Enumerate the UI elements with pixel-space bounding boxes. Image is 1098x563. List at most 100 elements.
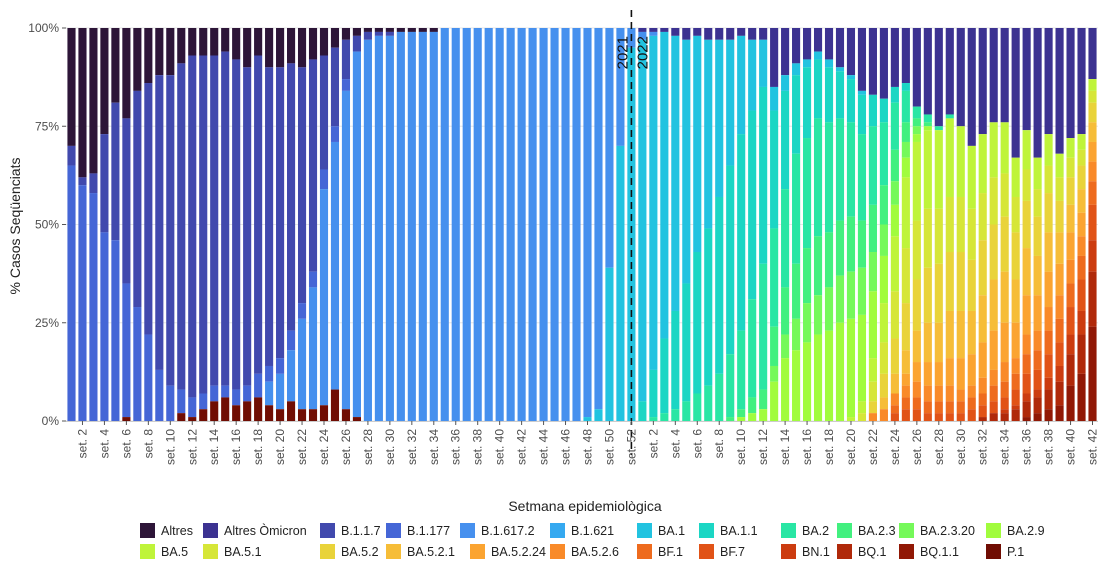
bar-segment [682, 401, 691, 421]
bar-stack [726, 28, 735, 421]
bar-segment [803, 28, 812, 60]
bar-segment [792, 63, 801, 76]
bar-segment [824, 232, 834, 288]
bar-stack [473, 28, 482, 421]
bar-segment [1022, 169, 1031, 201]
bar-segment [715, 28, 724, 40]
bar-segment [144, 83, 153, 335]
bar-segment [770, 86, 779, 111]
bar-stack [748, 28, 757, 421]
bar-segment [956, 126, 965, 197]
legend-swatch [637, 544, 652, 559]
bar-segment [890, 149, 899, 182]
bar-segment [912, 126, 921, 135]
bar-segment [122, 28, 131, 119]
bar-segment [923, 122, 932, 127]
bar-segment [879, 224, 888, 256]
bar-segment [1000, 28, 1009, 123]
bar-stack [1055, 28, 1064, 421]
bar-segment [155, 28, 164, 76]
bar-segment [1000, 216, 1009, 272]
y-tick-label: 0% [42, 414, 60, 428]
bar-segment [824, 287, 834, 331]
bar-stack [846, 28, 856, 421]
bar-segment [912, 381, 921, 398]
bar-segment [693, 28, 702, 36]
bar-segment [188, 28, 197, 56]
bar-segment [78, 177, 87, 186]
bar-segment [770, 228, 779, 327]
bar-segment [890, 28, 899, 87]
bar-segment [879, 373, 888, 398]
bar-segment [144, 334, 153, 421]
bar-segment [792, 318, 801, 351]
bar-stack [989, 28, 998, 421]
bar-stack [407, 28, 416, 422]
bar-segment [934, 28, 943, 127]
x-tick-label: set. 26 [910, 429, 924, 465]
legend-label: P.1 [1007, 545, 1024, 559]
bar-segment [221, 385, 230, 398]
bar-segment [1011, 232, 1020, 280]
bar-stack [824, 28, 834, 421]
bar-segment [221, 397, 230, 421]
bar-segment [308, 287, 318, 410]
bar-stack [550, 28, 559, 421]
bar-segment [704, 228, 713, 386]
bar-stack [111, 28, 120, 421]
bar-segment [803, 342, 812, 421]
legend-label: BA.5.1 [224, 545, 262, 559]
bar-stack [978, 28, 987, 421]
bar-segment [824, 59, 834, 68]
bar-segment [133, 307, 142, 421]
bar-stack [671, 28, 680, 421]
legend-swatch [986, 523, 1001, 538]
bar-segment [759, 28, 768, 40]
bar-segment [100, 134, 109, 233]
bar-segment [1044, 134, 1053, 166]
bar-stack [276, 28, 285, 421]
bar-segment [297, 303, 307, 319]
bar-segment [835, 220, 845, 276]
bar-segment [912, 397, 921, 410]
bar-segment [385, 28, 394, 32]
legend-label: BA.5.2.24 [491, 545, 546, 559]
bar-segment [429, 31, 438, 422]
bar-segment [155, 369, 164, 421]
legend-item: BA.5.2.6 [550, 544, 619, 559]
bar-segment [1044, 409, 1053, 421]
bar-segment [770, 381, 779, 421]
bar-stack [199, 28, 208, 421]
legend-swatch [140, 544, 155, 559]
x-tick-label: set. 48 [581, 429, 595, 465]
bar-stack [122, 28, 131, 421]
x-tick-label: set. 2 [76, 429, 90, 459]
bar-segment [572, 28, 581, 421]
bar-segment [978, 405, 987, 418]
bar-segment [660, 413, 669, 421]
legend-item: Altres [140, 523, 193, 538]
bar-stack [879, 28, 888, 421]
bar-segment [813, 51, 823, 60]
bar-segment [330, 389, 340, 421]
bar-segment [297, 409, 307, 421]
bar-segment [1066, 307, 1075, 335]
bar-segment [934, 362, 943, 386]
bar-segment [254, 397, 263, 421]
y-tick-label: 75% [35, 119, 59, 133]
bar-stack [594, 28, 603, 421]
bar-stack [1088, 28, 1097, 421]
bar-segment [813, 59, 823, 119]
bar-segment [824, 28, 834, 60]
legend-item: BA.5.2 [320, 544, 379, 559]
bar-segment [1022, 417, 1031, 421]
x-tick-label: set. 36 [449, 429, 463, 465]
x-tick-label: set. 12 [185, 429, 199, 465]
legend-swatch [460, 523, 475, 538]
bar-segment [923, 413, 932, 421]
x-tick-label: set. 6 [690, 429, 704, 459]
bar-segment [232, 389, 241, 406]
bar-segment [989, 122, 998, 178]
bar-stack [923, 28, 932, 421]
